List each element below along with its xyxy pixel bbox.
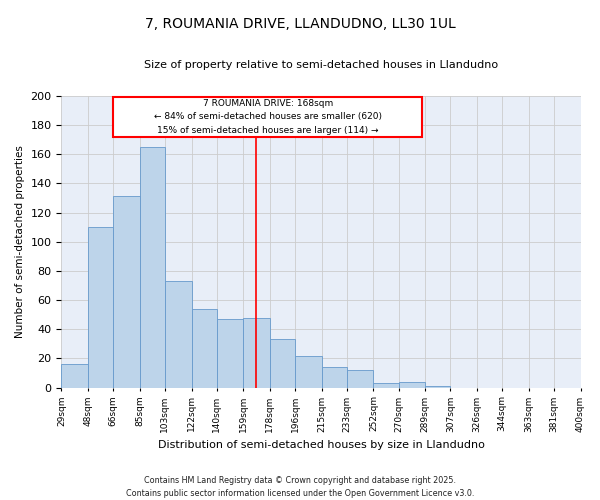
Bar — [295, 356, 322, 388]
Bar — [243, 318, 270, 388]
Bar — [217, 319, 243, 388]
Bar — [270, 340, 295, 388]
FancyBboxPatch shape — [113, 97, 422, 136]
Bar — [347, 370, 373, 388]
Y-axis label: Number of semi-detached properties: Number of semi-detached properties — [15, 146, 25, 338]
Bar — [165, 281, 191, 388]
Bar — [322, 367, 347, 388]
Bar — [88, 227, 113, 388]
Text: 7 ROUMANIA DRIVE: 168sqm
← 84% of semi-detached houses are smaller (620)
15% of : 7 ROUMANIA DRIVE: 168sqm ← 84% of semi-d… — [154, 99, 382, 134]
Bar — [113, 196, 140, 388]
Text: Contains HM Land Registry data © Crown copyright and database right 2025.
Contai: Contains HM Land Registry data © Crown c… — [126, 476, 474, 498]
Bar — [425, 386, 451, 388]
Bar — [61, 364, 88, 388]
Bar — [191, 309, 217, 388]
Bar — [398, 382, 425, 388]
Bar — [373, 384, 398, 388]
Bar — [140, 147, 165, 388]
Text: 7, ROUMANIA DRIVE, LLANDUDNO, LL30 1UL: 7, ROUMANIA DRIVE, LLANDUDNO, LL30 1UL — [145, 18, 455, 32]
Title: Size of property relative to semi-detached houses in Llandudno: Size of property relative to semi-detach… — [144, 60, 498, 70]
X-axis label: Distribution of semi-detached houses by size in Llandudno: Distribution of semi-detached houses by … — [158, 440, 484, 450]
